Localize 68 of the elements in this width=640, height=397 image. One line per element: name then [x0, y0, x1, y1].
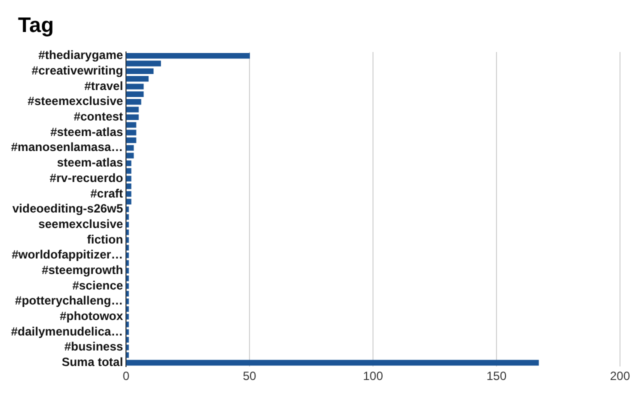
bar	[126, 352, 129, 358]
y-tick-label: #manosenlamasa…	[10, 140, 124, 154]
bar	[126, 106, 139, 112]
bar	[126, 344, 129, 350]
bar	[126, 283, 129, 289]
bar	[126, 137, 136, 144]
y-tick-label: videoediting-s26w5	[12, 202, 124, 216]
y-tick-label: steem-atlas	[57, 156, 124, 170]
y-tick-label: #worldofappitizer…	[12, 248, 124, 262]
bar	[126, 206, 129, 212]
bar	[126, 53, 250, 59]
bar	[126, 237, 129, 243]
bar	[126, 145, 134, 151]
bar	[126, 306, 129, 312]
bar	[126, 322, 129, 328]
bar	[126, 99, 142, 105]
bar	[126, 336, 129, 343]
bar	[126, 152, 134, 158]
bar	[126, 314, 129, 320]
bar	[126, 360, 539, 366]
y-tick-label: Suma total	[62, 355, 124, 370]
x-tick-label: 100	[363, 369, 384, 384]
y-tick-label: fiction	[87, 232, 124, 246]
y-tick-label: #contest	[74, 110, 124, 124]
bar	[126, 160, 132, 166]
x-tick-label: 200	[610, 369, 630, 384]
y-tick-label: #potterychalleng…	[15, 294, 124, 308]
bar	[126, 176, 132, 182]
bar	[126, 191, 132, 197]
bar	[126, 244, 129, 250]
bar	[126, 268, 129, 274]
bar	[126, 290, 129, 297]
y-tick-label: #steemexclusive	[28, 94, 124, 108]
y-tick-label: #science	[72, 278, 124, 292]
bar	[126, 229, 129, 236]
y-tick-label: #creativewriting	[32, 63, 124, 78]
x-tick-label: 50	[242, 369, 257, 384]
bar	[126, 214, 129, 220]
bar	[126, 198, 132, 204]
y-tick-label: #travel	[84, 78, 124, 93]
bar	[126, 130, 136, 136]
y-tick-label: #thediarygame	[38, 48, 124, 62]
y-tick-label: #rv-recuerdo	[50, 170, 124, 185]
y-tick-label: #dailymenudelica…	[11, 324, 124, 338]
bar	[126, 76, 149, 82]
bar	[126, 276, 129, 282]
bar	[126, 168, 132, 174]
y-tick-label: #photowox	[60, 309, 124, 324]
bar	[126, 91, 144, 98]
y-tick-label: #steemgrowth	[42, 263, 124, 277]
x-tick-label: 150	[486, 369, 507, 384]
bar	[126, 298, 129, 304]
y-tick-label: #steem-atlas	[50, 124, 124, 139]
bar	[126, 329, 129, 335]
bar	[126, 222, 129, 228]
bar	[126, 84, 144, 90]
chart-title: Tag	[18, 14, 54, 38]
bar	[126, 68, 154, 74]
y-tick-label: #business	[64, 340, 124, 354]
bar	[126, 183, 132, 190]
bar	[126, 60, 161, 66]
bar	[126, 252, 129, 258]
bar	[126, 114, 139, 120]
bar	[126, 122, 136, 128]
y-tick-label: seemexclusive	[38, 216, 124, 231]
x-tick-label: 0	[122, 369, 130, 384]
y-tick-label: #craft	[90, 186, 124, 200]
bar	[126, 260, 129, 266]
